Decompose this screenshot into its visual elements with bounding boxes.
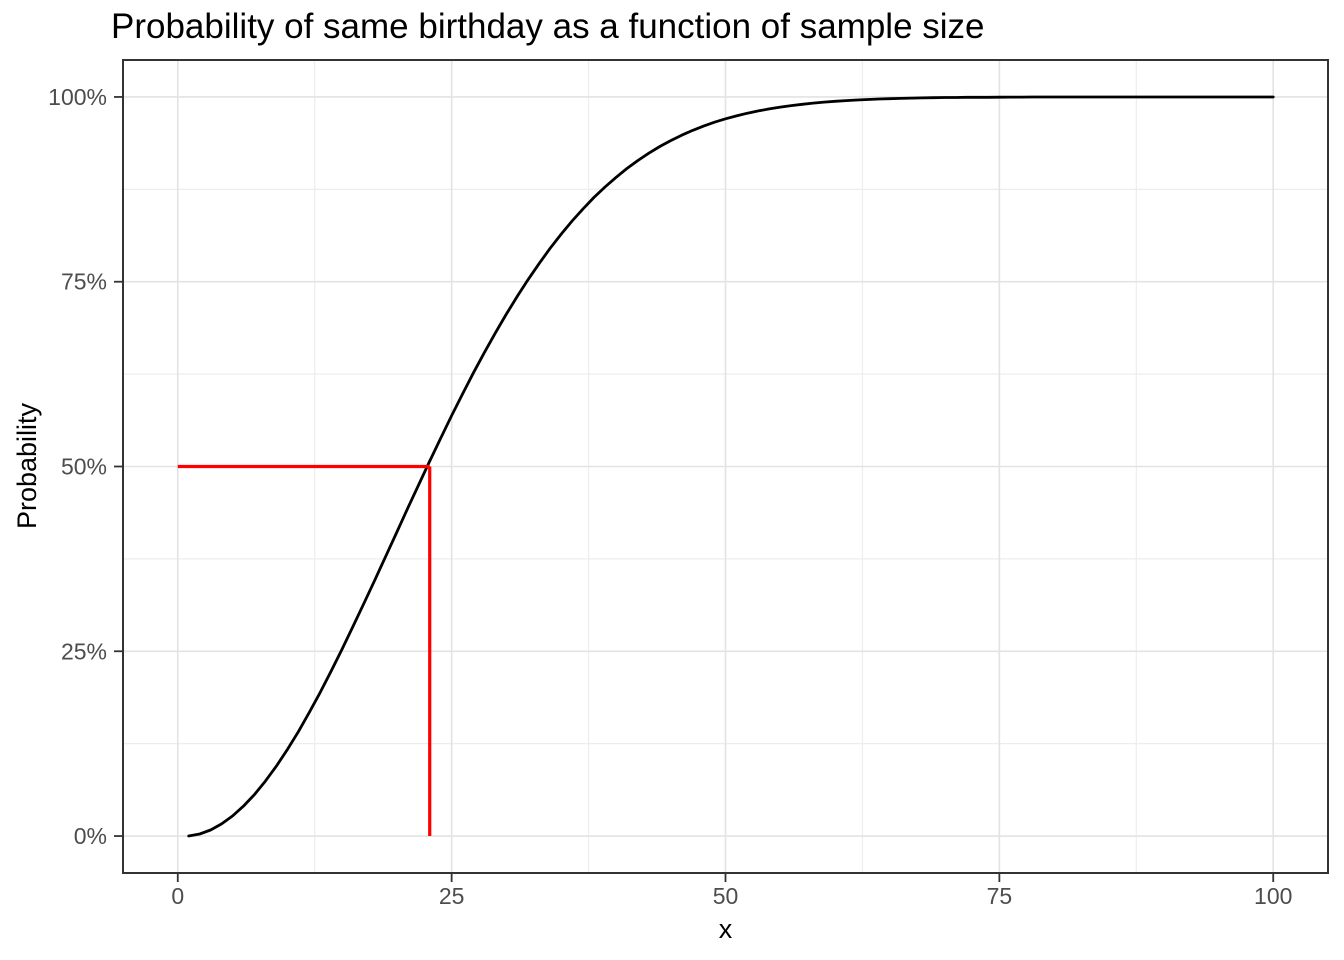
- x-axis-tick-label: 0: [171, 883, 184, 909]
- y-axis-tick-label: 50%: [61, 454, 107, 480]
- chart-title: Probability of same birthday as a functi…: [111, 7, 985, 46]
- y-axis-tick-label: 25%: [61, 638, 107, 664]
- birthday-probability-curve: [187, 95, 1275, 838]
- y-axis-title: Probability: [12, 402, 42, 530]
- x-axis-title: x: [718, 914, 733, 944]
- x-axis-tick-label: 25: [439, 883, 465, 909]
- x-axis-tick-label: 100: [1254, 883, 1292, 909]
- y-axis-tick-label: 75%: [61, 269, 107, 295]
- panel-border: [122, 59, 1329, 874]
- y-axis-tick-label: 0%: [74, 823, 107, 849]
- x-axis-tick-label: 50: [713, 883, 739, 909]
- x-axis-tick-label: 75: [987, 883, 1013, 909]
- y-axis-tick-label: 100%: [48, 84, 107, 110]
